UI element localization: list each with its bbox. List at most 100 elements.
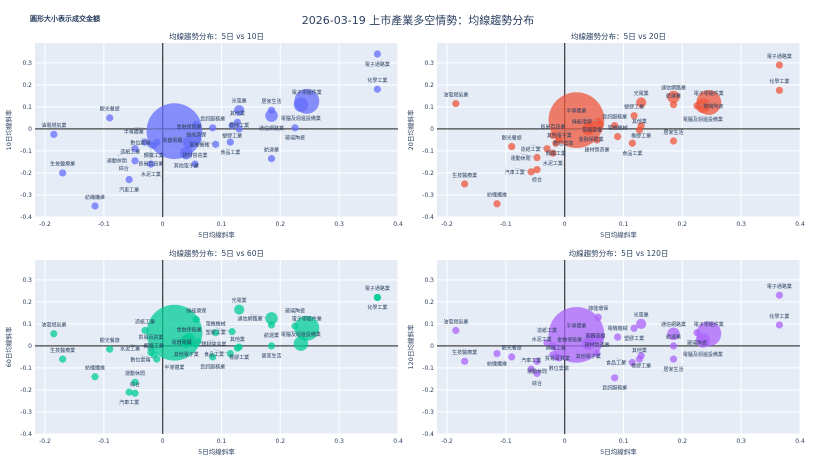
point-label: 橡膠工業 (631, 363, 651, 370)
label-leader-line (133, 127, 175, 132)
x-tick-label: 0.4 (393, 221, 403, 228)
x-axis-label: 5日均線斜率 (198, 447, 235, 456)
point-marker (373, 293, 382, 302)
point-label: 運動休閒 (125, 370, 145, 377)
point-label: 電器電纜 (162, 137, 182, 144)
y-tick-label: 0 (430, 343, 434, 350)
point-label: 金融保險業 (579, 136, 604, 143)
point-label: 建材營造業 (201, 341, 226, 348)
point-marker (235, 125, 243, 133)
point-marker (527, 365, 535, 373)
point-label: 金融保險業 (177, 123, 202, 130)
point-marker (209, 353, 217, 361)
label-leader-line (140, 138, 157, 143)
point-label: 汽車工業 (521, 357, 541, 364)
label-leader-line (514, 167, 532, 173)
subplot-2: -0.2 -0.1 0 0.1 0.2 0.3 0.4 -0.4 -0.3 -0.2 -0.1 0 0.… (406, 31, 805, 239)
plot-background (437, 43, 800, 217)
point-marker (131, 145, 139, 153)
point-label: 食品工業 (220, 149, 240, 156)
point-marker (147, 140, 155, 148)
point-marker (637, 121, 645, 130)
point-label: 通信網路業 (259, 125, 284, 132)
point-label: 鋼鐵工業 (546, 150, 566, 157)
point-label: 貿易百貨業 (540, 123, 565, 130)
point-marker (373, 50, 382, 58)
point-label: 油電燃氣業 (443, 91, 468, 98)
y-tick-label: 0.3 (22, 277, 32, 284)
point-label: 貿易百貨業 (545, 355, 570, 362)
point-label: 居家生活 (664, 129, 684, 136)
y-tick-label: -0.1 (422, 365, 434, 372)
point-marker (228, 121, 236, 130)
point-marker (543, 338, 551, 347)
x-tick-label: 0.4 (393, 438, 403, 445)
y-tick-label: 0.3 (22, 60, 32, 67)
point-label: 塑膠工業 (624, 335, 644, 342)
point-label: 電腦及週邊設備業 (281, 115, 321, 122)
x-tick-label: -0.1 (500, 438, 512, 445)
x-tick-label: -0.1 (98, 438, 110, 445)
point-marker (669, 355, 678, 363)
point-marker (293, 336, 309, 351)
point-label: 金融保險業 (177, 327, 202, 334)
point-marker (667, 90, 680, 104)
point-label: 化學工業 (769, 313, 789, 320)
point-label: 化學工業 (367, 304, 387, 311)
point-label: 光電業 (232, 98, 247, 105)
point-label: 資訊服務業 (200, 116, 225, 123)
point-marker (628, 139, 636, 147)
point-label: 造紙工業 (120, 149, 140, 156)
point-marker (461, 357, 469, 365)
point-marker (59, 169, 67, 177)
x-tick-label: -0.2 (39, 438, 51, 445)
y-axis-label: 60日均線斜率 (4, 326, 13, 367)
point-marker (131, 378, 139, 386)
x-tick-label: 0.1 (217, 438, 227, 445)
point-label: 半導體業 (124, 128, 144, 135)
point-label: 居家生活 (664, 366, 684, 373)
label-leader-line (213, 349, 231, 354)
point-label: 建材營造業 (585, 341, 610, 348)
point-marker (291, 124, 299, 132)
point-label: 數位雲端 (130, 139, 150, 146)
point-label: 通信網路業 (661, 321, 686, 328)
point-label: 綠能環保 (572, 118, 592, 125)
y-tick-label: -0.4 (20, 214, 32, 221)
point-marker (91, 373, 99, 381)
point-label: 水泥工業 (141, 171, 161, 178)
point-label: 建材營造業 (585, 147, 610, 154)
point-label: 綜合 (130, 381, 140, 388)
point-marker (669, 137, 678, 145)
point-marker (91, 202, 99, 210)
label-leader-line (172, 135, 198, 141)
point-label: 航運業 (666, 92, 681, 99)
x-tick-label: 0.2 (678, 438, 688, 445)
label-leader-line (116, 148, 136, 157)
x-tick-label: 0 (563, 438, 567, 445)
point-marker (527, 168, 535, 176)
point-label: 油電燃氣業 (41, 122, 66, 129)
y-tick-label: 0.1 (424, 321, 434, 328)
y-tick-label: 0.2 (424, 82, 434, 89)
x-tick-label: 0.1 (619, 438, 629, 445)
point-label: 資訊服務業 (200, 364, 225, 371)
point-marker (294, 315, 320, 341)
point-label: 電子通路業 (767, 283, 792, 290)
point-marker (234, 105, 245, 116)
point-label: 水泥工業 (120, 345, 140, 352)
y-tick-label: 0.3 (424, 277, 434, 284)
point-label: 玻璃陶瓷 (285, 307, 305, 314)
point-marker (695, 333, 711, 348)
point-marker (533, 166, 541, 174)
point-label: 電腦及週邊設備業 (683, 351, 723, 358)
y-tick-label: -0.3 (20, 192, 32, 199)
point-marker (549, 131, 557, 140)
plot-background (35, 260, 398, 434)
point-label: 航運業 (264, 146, 279, 153)
point-label: 綜合 (532, 380, 542, 387)
point-marker (50, 330, 58, 338)
point-label: 生技醫療業 (50, 347, 75, 354)
point-label: 汽車工業 (505, 169, 525, 176)
